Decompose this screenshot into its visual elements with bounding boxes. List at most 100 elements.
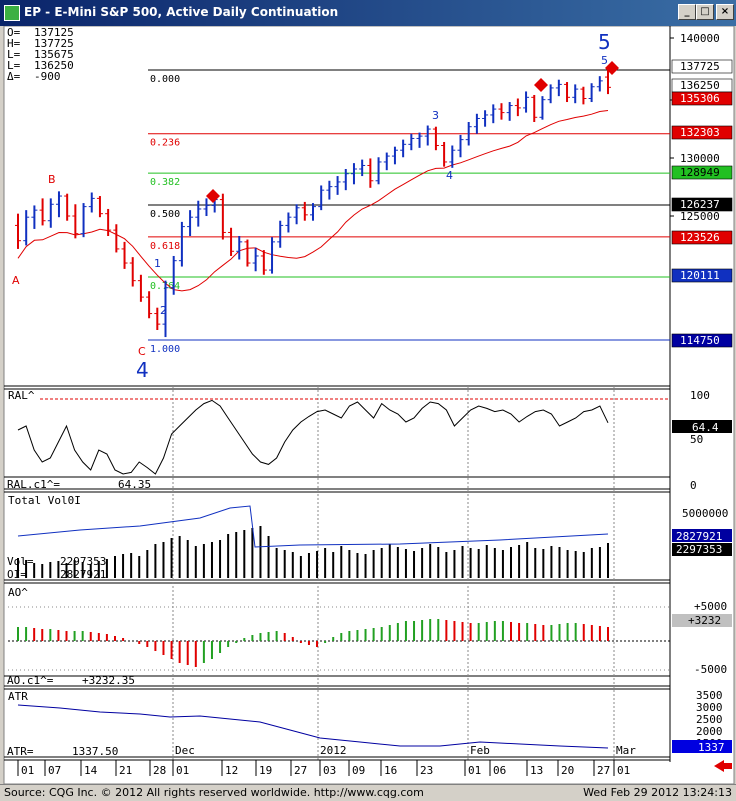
ao-title: AO^ [8,586,28,599]
wave-label: 4 [136,358,149,382]
vol-label: Vol= [7,555,34,568]
atr-title: ATR [8,690,28,703]
fib-label: 0.000 [150,74,180,85]
date-label: 03 [323,764,336,777]
date-label: 27 [597,764,610,777]
wave-label: 5 [601,54,608,67]
minimize-button[interactable]: _ [678,4,696,20]
price-tag-text: 123526 [680,231,720,244]
fib-label: 1.000 [150,344,180,355]
price-tag-text: 120111 [680,269,720,282]
fib-label: 0.500 [150,209,180,220]
title-bar: EP - E-Mini S&P 500, Active Daily Contin… [0,0,736,26]
date-label: 01 [617,764,630,777]
date-label: 01 [176,764,189,777]
ao-axis-bottom: -5000 [694,663,727,676]
close-button[interactable]: × [716,4,734,20]
date-label: 27 [294,764,307,777]
ohlc-value: 137125 [34,26,74,39]
wave-label: 5 [598,30,611,54]
price-tag [671,333,733,348]
oi-tag-text: 2827921 [676,530,722,543]
ral-axis-label: 100 [690,389,710,402]
ral-axis-label: 0 [690,479,697,492]
atr-tag-text: 1337 [698,741,725,754]
ral-axis-label: 50 [690,433,703,446]
ao-tag-text: +3232 [688,614,721,627]
ohlc-label: O= [7,26,21,39]
chart-area[interactable]: 0.0000.2360.3820.5000.6180.7641.000ABC41… [0,26,736,784]
ral-tag-text: 64.4 [692,421,719,434]
scroll-left-arrow-icon[interactable] [714,760,732,772]
month-label: Dec [175,744,195,757]
ao-value: +3232.35 [82,674,135,687]
source-text: Source: CQG Inc. © 2012 All rights reser… [4,786,424,799]
date-label: 06 [493,764,506,777]
price-axis-label: 140000 [680,32,720,45]
ohlc-label: Δ= [7,70,21,83]
chart-background [3,26,735,784]
wave-label: C [138,345,146,358]
ral-value-label: RAL.c1^= [7,478,60,491]
date-label: 21 [119,764,132,777]
price-tag-text: 135306 [680,92,720,105]
atr-line [17,704,609,749]
ohlc-label: L= [7,48,21,61]
oi-tag [672,529,732,542]
date-label: 28 [153,764,166,777]
date-label: 20 [561,764,574,777]
oi-value: 2827921 [60,568,106,581]
date-label: 14 [84,764,98,777]
price-tag-text: 126237 [680,198,720,211]
fib-label: 0.236 [150,138,180,149]
fib-label: 0.618 [150,241,180,252]
fib-label: 0.382 [150,177,180,188]
wave-label: 1 [154,257,161,270]
price-tag [671,165,733,180]
ao-tag [672,614,732,627]
atr-axis-label: 2000 [696,725,723,738]
ohlc-value: 136250 [34,59,74,72]
volume-title: Total Vol0I [8,494,81,507]
atr-axis-label: 2500 [696,713,723,726]
volume-axis-label: 5000000 [682,507,728,520]
atr-axis-label: 3000 [696,701,723,714]
atr-value: 1337.50 [72,745,118,758]
ral-value: 64.35 [118,478,151,491]
ohlc-label: L= [7,59,21,72]
wave-label: A [12,274,20,287]
wave-label: 4 [446,169,453,182]
price-tag [671,230,733,245]
restore-button[interactable]: □ [696,4,714,20]
date-label: 12 [225,764,238,777]
status-bar: Source: CQG Inc. © 2012 All rights reser… [0,784,736,801]
price-tag-text: 132303 [680,126,720,139]
price-tag [671,125,733,140]
signal-diamond [534,78,548,92]
vol-value: 2297353 [60,555,106,568]
wave-label: 3 [432,109,439,122]
open-interest-line [17,505,609,548]
atr-axis-label: 3500 [696,689,723,702]
price-tag-text: 137725 [680,60,720,73]
price-tag [671,268,733,283]
ral-line [17,399,609,475]
oi-label: OI= [7,568,27,581]
signal-diamond [605,61,619,75]
wave-label: B [48,173,56,186]
price-tag [671,91,733,106]
price-axis-label: 125000 [680,210,720,223]
ohlc-value: 135675 [34,48,74,61]
price-tag [671,59,733,74]
vol-tag [672,543,732,556]
price-tag-text: 136250 [680,79,720,92]
ohlc-value: 137725 [34,37,74,50]
date-label: 19 [259,764,272,777]
price-tag [671,197,733,212]
month-label: Feb [470,744,490,757]
window-title: EP - E-Mini S&P 500, Active Daily Contin… [24,5,339,19]
date-label: 01 [21,764,34,777]
atr-value-label: ATR= [7,745,34,758]
ohlc-label: H= [7,37,21,50]
ohlc-value: -900 [34,70,61,83]
